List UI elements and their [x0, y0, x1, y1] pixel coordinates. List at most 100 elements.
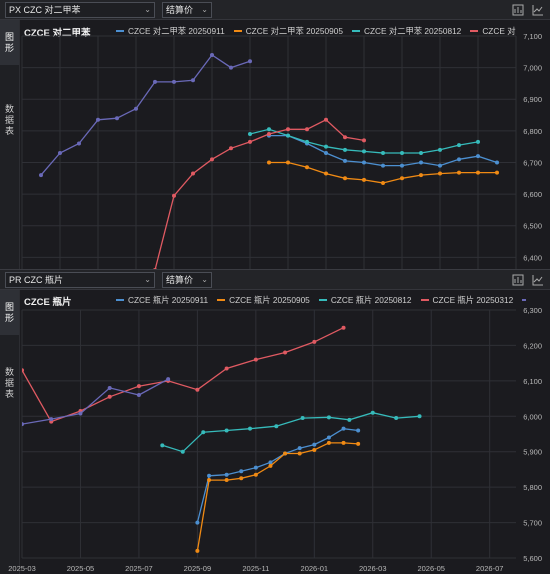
data-point[interactable] [195, 387, 200, 392]
data-point[interactable] [172, 193, 176, 198]
data-point[interactable] [362, 160, 366, 165]
data-point[interactable] [419, 173, 423, 178]
tab-data-table[interactable]: 数据表 [4, 103, 14, 137]
data-point[interactable] [195, 520, 200, 525]
data-point[interactable] [267, 160, 271, 165]
data-point[interactable] [20, 368, 24, 373]
data-point[interactable] [201, 430, 206, 435]
data-point[interactable] [457, 143, 461, 148]
data-point[interactable] [400, 151, 404, 155]
data-point[interactable] [267, 132, 271, 137]
data-point[interactable] [347, 417, 352, 422]
data-point[interactable] [136, 393, 141, 398]
data-point[interactable] [248, 132, 252, 137]
bar-chart-icon[interactable] [512, 274, 524, 286]
data-point[interactable] [267, 127, 271, 132]
data-point[interactable] [49, 417, 54, 422]
data-point[interactable] [326, 415, 331, 420]
data-point[interactable] [326, 440, 331, 445]
data-point[interactable] [160, 443, 165, 448]
data-point[interactable] [400, 163, 404, 168]
data-point[interactable] [136, 384, 141, 389]
legend-item[interactable]: CZCE 瓶片 20240912 [522, 294, 526, 306]
data-point[interactable] [312, 442, 317, 447]
data-point[interactable] [297, 451, 302, 456]
data-point[interactable] [268, 463, 273, 468]
legend-item[interactable]: CZCE 对二甲苯 20250312 [470, 25, 516, 37]
data-point[interactable] [362, 138, 366, 143]
data-point[interactable] [419, 151, 423, 155]
legend-item[interactable]: CZCE 瓶片 20250312 [420, 294, 513, 306]
data-point[interactable] [166, 377, 171, 382]
data-point[interactable] [305, 139, 309, 144]
legend-item[interactable]: CZCE 对二甲苯 20250905 [233, 25, 343, 37]
data-point[interactable] [370, 410, 375, 415]
data-point[interactable] [96, 117, 100, 122]
data-point[interactable] [343, 135, 347, 140]
data-point[interactable] [115, 116, 119, 121]
data-point[interactable] [362, 177, 366, 182]
data-point[interactable] [253, 472, 258, 477]
legend-item[interactable]: CZCE 对二甲苯 20250812 [352, 25, 461, 37]
data-point[interactable] [224, 478, 229, 483]
data-point[interactable] [229, 146, 233, 151]
data-point[interactable] [341, 440, 346, 445]
data-point[interactable] [438, 163, 442, 168]
data-point[interactable] [476, 139, 480, 144]
data-point[interactable] [248, 139, 252, 144]
data-point[interactable] [172, 79, 176, 84]
data-point[interactable] [210, 157, 214, 162]
top-symbol-select[interactable]: PX CZC 对二甲苯 ⌄ [5, 1, 155, 18]
data-point[interactable] [77, 141, 81, 146]
data-point[interactable] [191, 171, 195, 176]
data-point[interactable] [438, 147, 442, 152]
data-point[interactable] [324, 171, 328, 176]
data-point[interactable] [207, 473, 212, 478]
data-point[interactable] [191, 78, 195, 83]
data-point[interactable] [417, 414, 422, 419]
data-point[interactable] [476, 154, 480, 159]
data-point[interactable] [343, 147, 347, 152]
data-point[interactable] [253, 357, 258, 362]
line-chart-icon[interactable] [532, 4, 544, 16]
data-point[interactable] [343, 158, 347, 163]
legend-item[interactable]: CZCE 对二甲苯 20250911 [116, 25, 225, 37]
bar-chart-icon[interactable] [512, 4, 524, 16]
data-point[interactable] [400, 176, 404, 181]
data-point[interactable] [495, 170, 499, 175]
data-point[interactable] [305, 127, 309, 132]
legend-item[interactable]: CZCE 瓶片 20250812 [318, 294, 412, 306]
data-point[interactable] [381, 151, 385, 155]
bottom-price-type-select[interactable]: 结算价 ⌄ [162, 271, 212, 288]
data-point[interactable] [224, 366, 229, 371]
data-point[interactable] [195, 548, 200, 553]
data-point[interactable] [419, 160, 423, 165]
data-point[interactable] [180, 449, 185, 454]
data-point[interactable] [210, 52, 214, 57]
bottom-symbol-select[interactable]: PR CZC 瓶片 ⌄ [5, 271, 155, 288]
data-point[interactable] [224, 428, 229, 433]
tab-chart[interactable]: 图形 [0, 290, 19, 335]
data-point[interactable] [58, 151, 62, 155]
data-point[interactable] [312, 339, 317, 344]
data-point[interactable] [495, 160, 499, 165]
data-point[interactable] [381, 163, 385, 168]
data-point[interactable] [341, 426, 346, 431]
top-price-type-select[interactable]: 结算价 ⌄ [162, 1, 212, 18]
data-point[interactable] [324, 151, 328, 155]
data-point[interactable] [153, 79, 157, 84]
data-point[interactable] [356, 441, 361, 446]
data-point[interactable] [283, 350, 288, 355]
data-point[interactable] [274, 424, 279, 429]
data-point[interactable] [20, 422, 24, 427]
data-point[interactable] [476, 170, 480, 175]
data-point[interactable] [78, 411, 83, 416]
data-point[interactable] [107, 385, 112, 390]
data-point[interactable] [324, 144, 328, 149]
data-point[interactable] [438, 171, 442, 176]
data-point[interactable] [253, 465, 258, 470]
data-point[interactable] [229, 65, 233, 70]
data-point[interactable] [268, 460, 273, 465]
data-point[interactable] [356, 428, 361, 433]
data-point[interactable] [207, 478, 212, 483]
